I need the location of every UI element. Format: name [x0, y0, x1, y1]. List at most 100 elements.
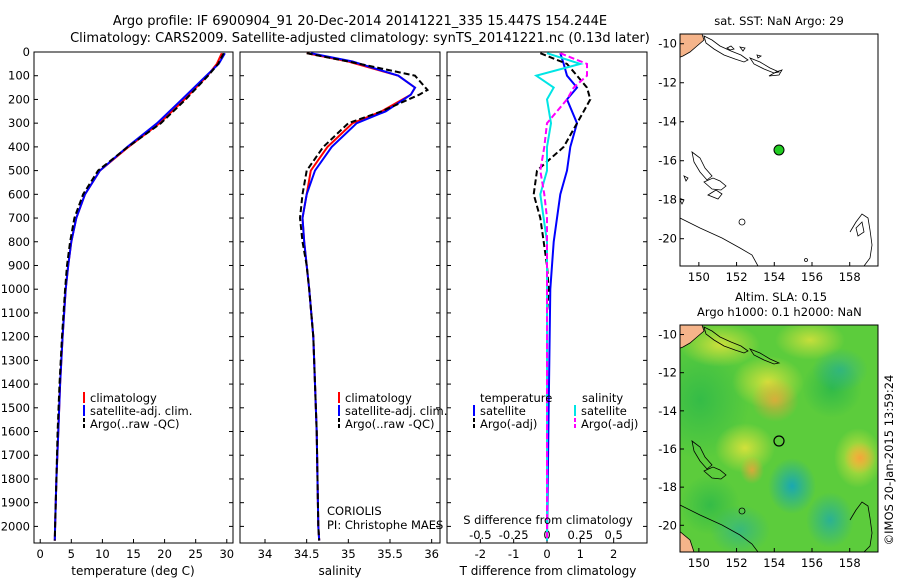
map-x-tick-label: 152 — [726, 270, 748, 284]
series-line-temperature-satellite — [546, 52, 579, 541]
map-x-tick-label: 158 — [839, 270, 861, 284]
map-x-tick-label: 156 — [801, 556, 823, 570]
sst-map-coastlines — [680, 34, 873, 266]
y-tick-label: 1900 — [1, 496, 30, 510]
map-y-tick-label: -18 — [658, 480, 677, 494]
salinity-panel: 34 34.5 35 35.5 36 climatology satellite-adj… — [239, 51, 447, 578]
x-tick-label: 20 — [157, 547, 172, 561]
x-tick-label: -1 — [508, 547, 519, 561]
salinity-legend: climatology satellite-adj. clim. Argo(..… — [338, 391, 447, 431]
imos-side-label: ©IMOS 20-Jan-2015 13:59:24 — [882, 375, 896, 546]
top-x-tick-label: 0.25 — [568, 528, 594, 542]
series-line-argo — [53, 52, 225, 541]
y-tick-label: 100 — [8, 69, 30, 83]
sla-profile-marker — [773, 435, 785, 447]
map-y-tick-label: -14 — [658, 115, 677, 129]
y-tick-label: 800 — [8, 235, 30, 249]
salinity-axes-box — [239, 51, 441, 544]
coriolis-label: CORIOLIS — [327, 504, 382, 518]
top-x-tick-label: 0.5 — [605, 528, 623, 542]
map-x-tick-label: 150 — [688, 270, 710, 284]
legend-argo-2: Argo(..raw -QC) — [345, 417, 435, 431]
legend-satellite: satellite-adj. clim. — [90, 404, 192, 418]
x-tick-label: 0 — [37, 547, 44, 561]
y-tick-label: 700 — [8, 211, 30, 225]
map-x-tick-label: 154 — [763, 270, 785, 284]
x-tick-label: 5 — [68, 547, 75, 561]
x-tick-label: 0 — [543, 547, 550, 561]
y-tick-label: 1300 — [1, 353, 30, 367]
difference-panel: -2 -1 0 1 2-0.5 -0.25 0 0.25 0.5 temperature sat… — [446, 51, 648, 578]
y-tick-label: 1700 — [1, 448, 30, 462]
temperature-xlabel: temperature (deg C) — [71, 564, 194, 578]
y-tick-label: 600 — [8, 187, 30, 201]
y-tick-label: 200 — [8, 92, 30, 106]
series-line-climatology — [53, 52, 223, 541]
series-line-temperature-argo — [532, 52, 592, 541]
legend-temperature: temperature — [480, 391, 552, 405]
y-tick-label: 1800 — [1, 472, 30, 486]
map-x-tick-label: 150 — [688, 556, 710, 570]
legend-s-argo: Argo(-adj) — [581, 417, 638, 431]
legend-t-argo: Argo(-adj) — [480, 417, 537, 431]
sst-map-axes-box — [679, 33, 879, 267]
s-difference-label: S difference from climatology — [463, 513, 633, 527]
top-x-tick-label: -0.25 — [499, 528, 529, 542]
series-line-climatology — [301, 52, 417, 541]
x-tick-label: 34 — [258, 547, 273, 561]
map-y-tick-label: -18 — [658, 193, 677, 207]
y-tick-label: 1200 — [1, 330, 30, 344]
x-tick-label: -2 — [475, 547, 486, 561]
sla-map: Altim. SLA: 0.15 Argo h1000: 0.1 h2000: … — [658, 290, 879, 570]
y-tick-label: 2000 — [1, 519, 30, 533]
x-tick-label: 10 — [95, 547, 110, 561]
temperature-panel: 0100200300400500600700800900100011001200… — [1, 45, 234, 578]
y-tick-label: 900 — [8, 258, 30, 272]
temperature-legend: climatology satellite-adj. clim. Argo(..… — [83, 391, 192, 431]
sst-map: sat. SST: NaN Argo: 29 150 152 154 156 158 -1… — [658, 14, 879, 284]
map-y-tick-label: -16 — [658, 442, 677, 456]
legend-satellite-2: satellite-adj. clim. — [345, 404, 447, 418]
series-line-argo — [298, 52, 430, 541]
x-tick-label: 34.5 — [294, 547, 320, 561]
salinity-xlabel: salinity — [318, 564, 361, 578]
map-y-tick-label: -20 — [658, 232, 677, 246]
x-tick-label: 25 — [188, 547, 203, 561]
x-tick-label: 35 — [341, 547, 356, 561]
y-tick-label: 1400 — [1, 377, 30, 391]
y-tick-label: 1100 — [1, 306, 30, 320]
legend-s-satellite: satellite — [581, 404, 627, 418]
y-tick-label: 400 — [8, 140, 30, 154]
legend-t-satellite: satellite — [480, 404, 526, 418]
map-x-tick-label: 158 — [839, 556, 861, 570]
series-line-satellite — [53, 52, 226, 541]
x-tick-label: 35.5 — [377, 547, 403, 561]
pi-label: PI: Christophe MAES — [327, 518, 443, 532]
sla-map-title-2: Argo h1000: 0.1 h2000: NaN — [697, 305, 862, 319]
legend-salinity: salinity — [582, 391, 623, 405]
series-line-salinity-argo — [539, 52, 588, 541]
y-tick-label: 1000 — [1, 282, 30, 296]
t-difference-label: T difference from climatology — [459, 564, 637, 578]
map-y-tick-label: -16 — [658, 154, 677, 168]
top-x-tick-label: -0.5 — [469, 528, 491, 542]
sla-heatmap — [680, 325, 878, 552]
x-tick-label: 36 — [424, 547, 439, 561]
map-x-tick-label: 152 — [726, 556, 748, 570]
legend-climatology: climatology — [90, 391, 157, 405]
map-y-tick-label: -12 — [658, 366, 677, 380]
map-y-tick-label: -20 — [658, 518, 677, 532]
map-y-tick-label: -10 — [658, 328, 677, 342]
legend-climatology-2: climatology — [345, 391, 412, 405]
sst-map-title: sat. SST: NaN Argo: 29 — [714, 14, 844, 28]
series-line-salinity-satellite — [533, 52, 584, 541]
sla-map-title-1: Altim. SLA: 0.15 — [735, 290, 827, 304]
map-x-tick-label: 154 — [763, 556, 785, 570]
x-tick-label: 1 — [577, 547, 584, 561]
sla-map-axes-box — [679, 324, 879, 553]
sst-profile-marker — [773, 144, 785, 156]
title-line-1: Argo profile: IF 6900904_91 20-Dec-2014 … — [113, 14, 607, 29]
y-tick-label: 0 — [23, 45, 30, 59]
title-line-2: Climatology: CARS2009. Satellite-adjuste… — [70, 31, 650, 46]
